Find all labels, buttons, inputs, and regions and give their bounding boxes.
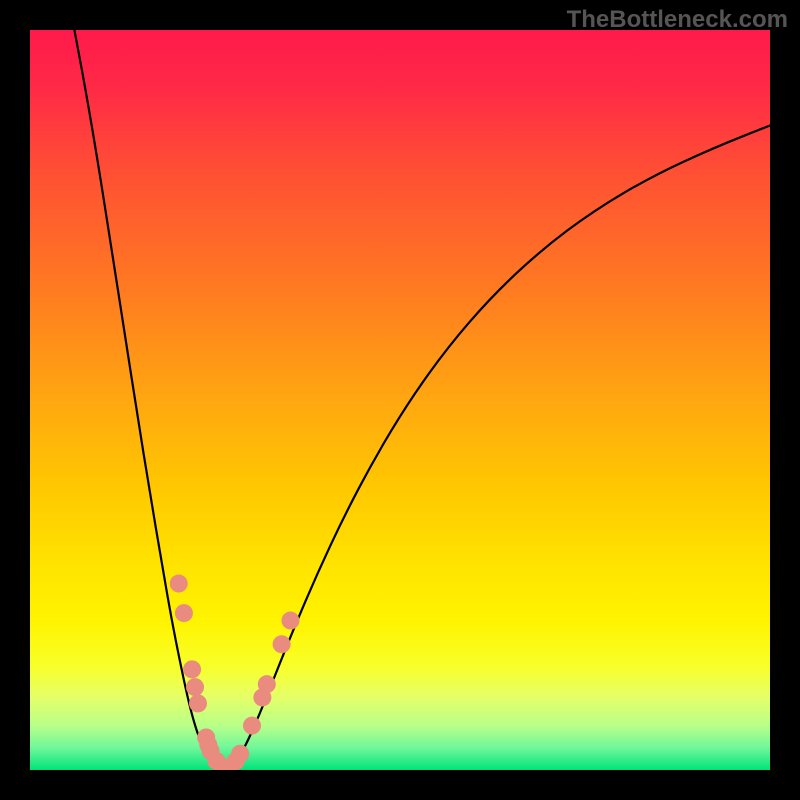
data-marker (231, 745, 249, 763)
data-marker (170, 575, 188, 593)
plot-svg (30, 30, 770, 770)
chart-frame: TheBottleneck.com (0, 0, 800, 800)
data-marker (273, 635, 291, 653)
plot-area (30, 30, 770, 770)
data-marker (186, 678, 204, 696)
data-marker (175, 604, 193, 622)
data-marker (189, 694, 207, 712)
data-marker (258, 675, 276, 693)
gradient-background (30, 30, 770, 770)
data-marker (183, 660, 201, 678)
data-marker (243, 717, 261, 735)
data-marker (281, 612, 299, 630)
